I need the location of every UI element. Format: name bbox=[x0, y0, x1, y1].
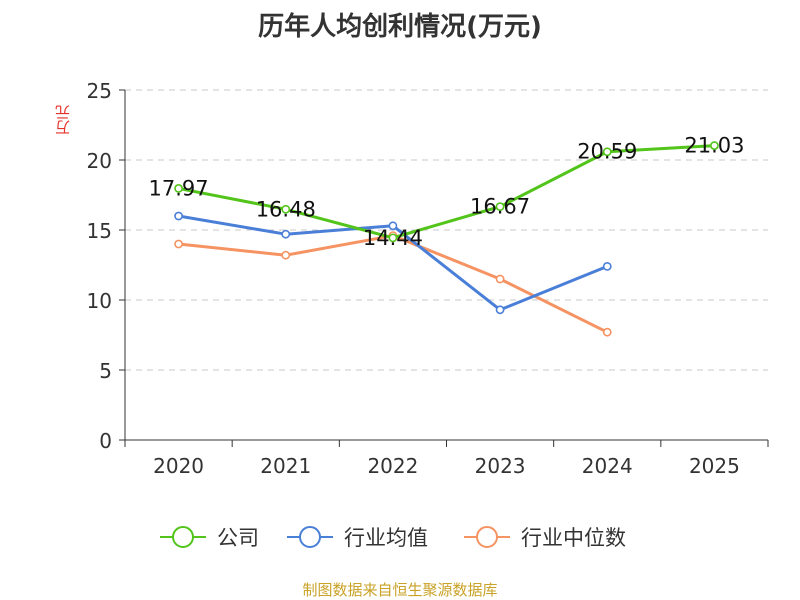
source-note: 制图数据来自恒生聚源数据库 bbox=[302, 581, 498, 599]
data-point bbox=[174, 184, 183, 193]
data-label: 21.03 bbox=[684, 134, 744, 158]
data-point bbox=[174, 239, 183, 249]
series-line-0 bbox=[178, 144, 715, 240]
data-point bbox=[281, 204, 291, 214]
y-tick-label: 25 bbox=[87, 79, 112, 103]
x-tick-label: 2024 bbox=[582, 454, 633, 478]
data-point bbox=[495, 202, 505, 212]
data-point bbox=[710, 141, 719, 150]
data-label: 14.44 bbox=[363, 226, 423, 250]
data-label: 16.67 bbox=[470, 195, 530, 219]
legend-marker bbox=[299, 526, 321, 548]
y-tick-label: 15 bbox=[87, 219, 112, 243]
data-point bbox=[174, 211, 183, 221]
data-point bbox=[388, 221, 398, 231]
data-point bbox=[388, 233, 398, 243]
data-point bbox=[281, 250, 291, 260]
series-line-2 bbox=[178, 234, 608, 334]
x-tick-label: 2023 bbox=[475, 454, 526, 478]
legend-label: 行业均值 bbox=[344, 526, 428, 550]
x-tick-label: 2022 bbox=[367, 454, 418, 478]
data-point bbox=[602, 327, 612, 337]
data-point bbox=[495, 305, 505, 315]
data-label-layer: 17.97 16.48 14.44 16.67 20.59 21.03 bbox=[149, 134, 745, 250]
legend-marker bbox=[476, 526, 498, 548]
data-point bbox=[602, 261, 612, 271]
x-tick-label: 2025 bbox=[689, 454, 740, 478]
data-label: 20.59 bbox=[577, 140, 637, 164]
data-label: 16.48 bbox=[256, 197, 316, 221]
data-point bbox=[495, 274, 505, 284]
y-tick-label: 20 bbox=[87, 149, 112, 173]
legend: 公司 行业均值 行业中位数 bbox=[160, 526, 626, 550]
y-tick-label: 0 bbox=[99, 429, 112, 453]
data-label: 17.97 bbox=[149, 176, 209, 200]
legend-marker bbox=[172, 526, 194, 548]
legend-label: 公司 bbox=[217, 526, 259, 550]
data-point bbox=[602, 147, 612, 157]
x-tick-label: 2021 bbox=[260, 454, 311, 478]
legend-label: 行业中位数 bbox=[521, 526, 626, 550]
grid-layer bbox=[125, 89, 768, 371]
chart-title: 历年人均创利情况(万元) bbox=[258, 12, 542, 42]
series-layer bbox=[174, 141, 719, 337]
x-tick-label: 2020 bbox=[153, 454, 204, 478]
y-tick-label: 5 bbox=[99, 359, 112, 383]
data-point bbox=[281, 229, 291, 239]
y-tick-label: 10 bbox=[87, 289, 112, 313]
